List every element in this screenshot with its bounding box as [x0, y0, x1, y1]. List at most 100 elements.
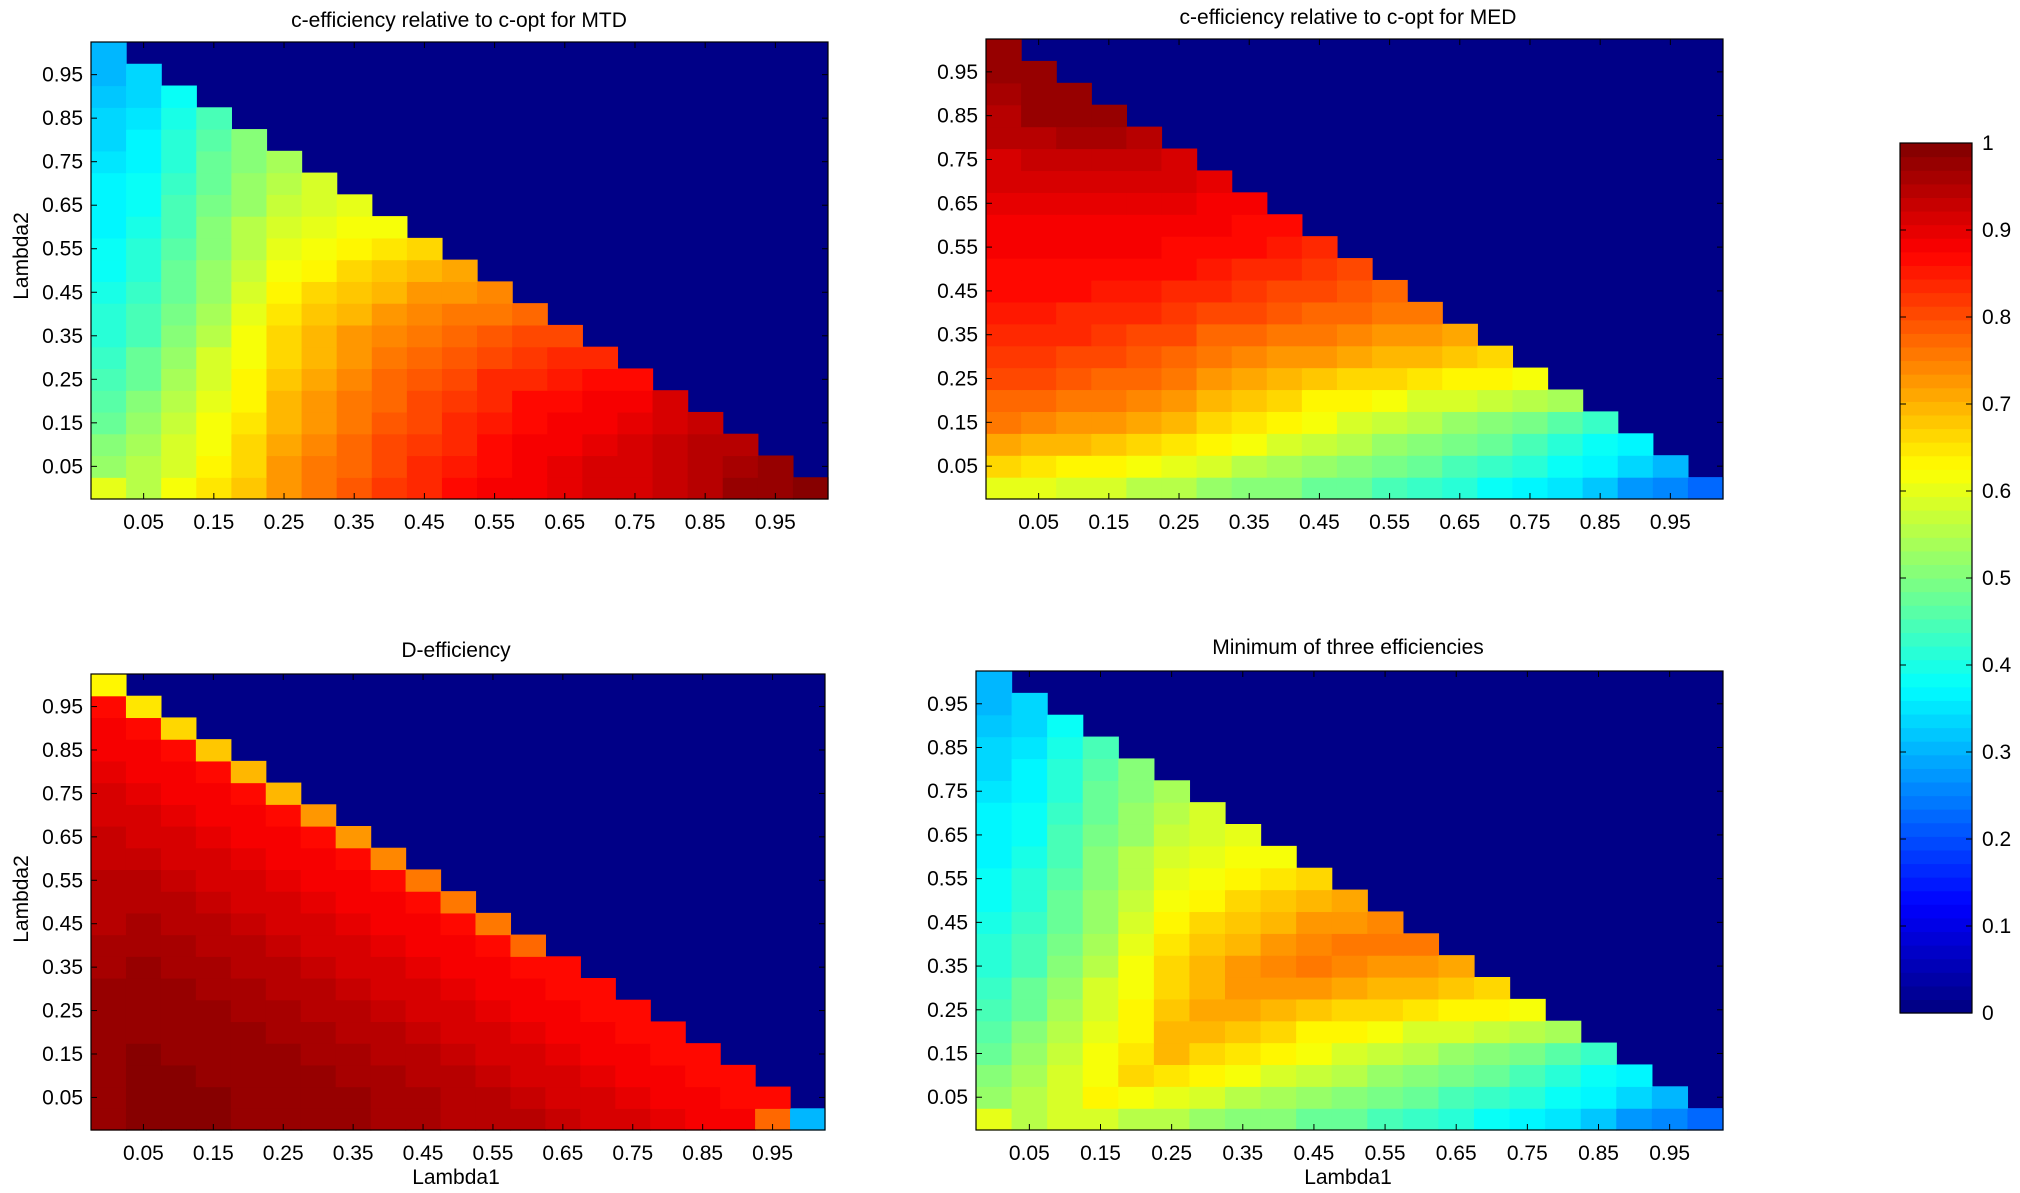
heatmap-cell	[1153, 824, 1191, 847]
colorbar-tick-label: 0.7	[1982, 393, 2011, 416]
heatmap-cell	[440, 934, 477, 957]
heatmap-cell	[1616, 1086, 1653, 1109]
heatmap-cell	[1161, 433, 1198, 456]
heatmap-cell	[91, 1064, 127, 1088]
heatmap-cell	[91, 411, 127, 435]
heatmap-cell	[986, 39, 1022, 62]
heatmap-cell	[1091, 170, 1127, 193]
heatmap-cell	[986, 389, 1022, 412]
heatmap-cell	[1582, 477, 1619, 500]
heatmap-cell	[1266, 433, 1303, 456]
y-tick-label: 0.15	[927, 1043, 968, 1066]
heatmap-cell	[1082, 1086, 1119, 1109]
heatmap-cell	[510, 1108, 546, 1131]
heatmap-cell	[161, 455, 197, 478]
axis-ticks: 0.05 0.15 0.25 0.35 0.45 0.55 0.65 0.75 0.85 0.95…	[927, 670, 1724, 1165]
heatmap-cell	[1545, 1108, 1582, 1131]
heatmap-cell	[650, 1021, 686, 1044]
heatmap-cell	[1372, 367, 1408, 391]
colorbar-band	[1900, 781, 1972, 797]
y-tick-label: 0.65	[42, 826, 83, 849]
heatmap-cell	[160, 847, 197, 871]
x-tick-label: 0.45	[1299, 511, 1340, 534]
heatmap-cell	[1367, 977, 1404, 1000]
colorbar-band	[1900, 360, 1972, 375]
colorbar-band	[1900, 442, 1972, 457]
heatmap-cell	[477, 390, 513, 413]
heatmap-cell	[91, 216, 127, 239]
heatmap-cell	[1118, 889, 1155, 913]
heatmap-cell	[160, 717, 197, 740]
heatmap-cell	[336, 368, 373, 391]
y-axis-label: Lambda2	[10, 212, 33, 300]
heatmap-cell	[1196, 345, 1233, 369]
heatmap-cell	[161, 281, 197, 304]
heatmap-cell	[1266, 214, 1303, 237]
heatmap-cell	[510, 1021, 546, 1044]
heatmap-cell	[547, 324, 583, 348]
heatmap-cell	[1231, 323, 1268, 347]
heatmap-cell	[1687, 477, 1724, 500]
heatmap-cell	[231, 281, 268, 304]
heatmap-cell	[266, 455, 303, 478]
heatmap-cell	[1296, 1086, 1333, 1109]
heatmap-cell	[1189, 1020, 1226, 1044]
heatmap-cell	[195, 1021, 232, 1044]
heatmap-cell	[1438, 1064, 1475, 1087]
heatmap-cell	[230, 934, 267, 957]
heatmap-cell	[196, 477, 232, 500]
heatmap-cell	[301, 216, 338, 239]
y-tick-label: 0.25	[927, 999, 968, 1022]
y-tick-label: 0.95	[42, 64, 83, 87]
heatmap-cell	[1477, 433, 1514, 456]
heatmap-cell	[1231, 345, 1268, 369]
heatmap-cell	[1402, 1086, 1440, 1109]
heatmap-cell	[91, 172, 127, 195]
heatmap-cell	[1260, 889, 1297, 913]
heatmap-cell	[126, 129, 162, 152]
heatmap-cell	[91, 978, 127, 1001]
colorbar-band	[1900, 210, 1972, 226]
heatmap-cell	[1442, 367, 1478, 391]
heatmap-cell	[1082, 1108, 1119, 1131]
heatmap-cell	[986, 258, 1022, 281]
heatmap-cell	[1367, 911, 1404, 934]
heatmap-cell	[1225, 1042, 1262, 1066]
heatmap-cell	[126, 237, 162, 261]
x-tick-label: 0.65	[542, 1142, 583, 1165]
heatmap-cell	[336, 237, 373, 261]
heatmap-cell	[1442, 389, 1478, 412]
colorbar-band	[1900, 741, 1972, 756]
heatmap-cell	[91, 237, 127, 261]
heatmap-cell	[196, 107, 232, 130]
heatmap-cell	[266, 150, 303, 174]
colorbar-band	[1900, 958, 1972, 973]
x-tick-label: 0.65	[544, 511, 585, 534]
heatmap-cell	[1196, 279, 1233, 303]
heatmap-cell	[1477, 477, 1514, 500]
heatmap-cell	[406, 324, 443, 348]
heatmap-cell	[301, 259, 338, 282]
heatmap-cell	[370, 1086, 407, 1109]
heatmap-cell	[231, 433, 268, 457]
colorbar-band	[1900, 455, 1972, 470]
heatmap-cell	[1126, 301, 1163, 325]
heatmap-cell	[125, 804, 162, 827]
heatmap-cell	[1509, 1020, 1546, 1044]
heatmap-cell	[1056, 345, 1092, 369]
heatmap-cell	[300, 869, 337, 892]
colorbar-band	[1900, 632, 1972, 647]
heatmap-cell	[986, 170, 1022, 193]
heatmap-cell	[335, 891, 372, 914]
x-tick-label: 0.45	[403, 1142, 444, 1165]
y-tick-label: 0.45	[42, 913, 83, 936]
heatmap-cell	[1367, 955, 1404, 978]
heatmap-cell	[126, 324, 162, 348]
heatmap-cell	[1161, 258, 1198, 281]
heatmap-cell	[1225, 845, 1262, 869]
heatmap-cell	[685, 1043, 721, 1066]
heatmap-cell	[300, 891, 337, 914]
heatmap-cell	[1580, 1042, 1617, 1066]
heatmap-cell	[510, 1064, 546, 1088]
heatmap-cell	[371, 216, 408, 239]
